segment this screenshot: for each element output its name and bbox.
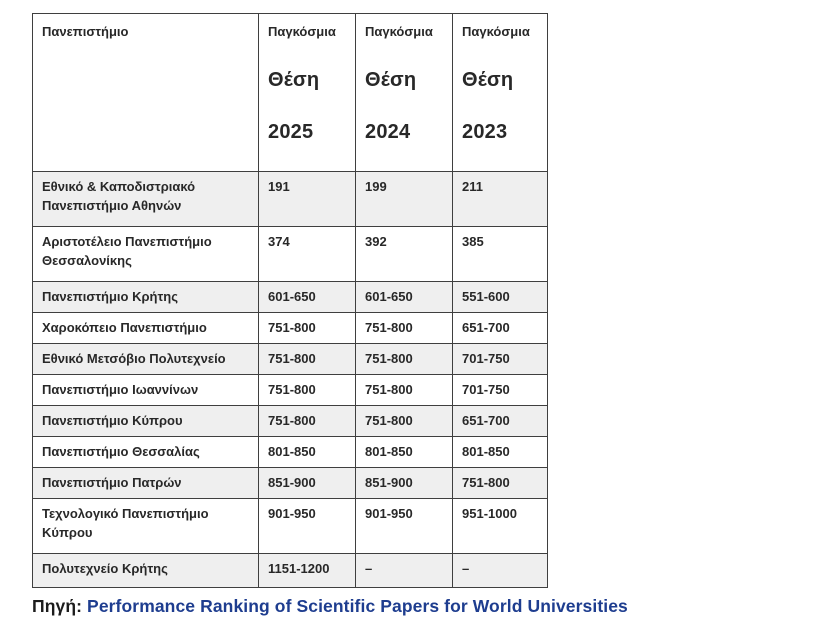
rank-cell-2023: 385 — [452, 226, 548, 282]
rank-cell-2025: 901-950 — [258, 498, 356, 554]
rank-cell-2024: – — [355, 553, 453, 588]
table-row: Πολυτεχνείο Κρήτης 1151-1200 – – — [32, 553, 548, 588]
rank-cell-2023: – — [452, 553, 548, 588]
rank-cell-2024: 601-650 — [355, 281, 453, 313]
rank-cell-2023: 701-750 — [452, 374, 548, 406]
col-header-university-label: Πανεπιστήμιο — [42, 24, 129, 39]
rank-cell-2023: 801-850 — [452, 436, 548, 468]
table-row: Χαροκόπειο Πανεπιστήμιο 751-800 751-800 … — [32, 312, 548, 344]
rank-cell-2024: 751-800 — [355, 405, 453, 437]
source-caption: Πηγή: Performance Ranking of Scientific … — [32, 596, 628, 617]
table-row: Πανεπιστήμιο Θεσσαλίας 801-850 801-850 8… — [32, 436, 548, 468]
table-row: Πανεπιστήμιο Ιωαννίνων 751-800 751-800 7… — [32, 374, 548, 406]
rank-cell-2023: 701-750 — [452, 343, 548, 375]
rank-cell-2023: 651-700 — [452, 405, 548, 437]
rank-cell-2025: 851-900 — [258, 467, 356, 499]
table-row: Εθνικό & Καποδιστριακό Πανεπιστήμιο Αθην… — [32, 171, 548, 227]
rank-cell-2023: 951-1000 — [452, 498, 548, 554]
col-header-university: Πανεπιστήμιο — [32, 13, 259, 172]
rank-cell-2024: 392 — [355, 226, 453, 282]
university-cell: Πανεπιστήμιο Πατρών — [32, 467, 259, 499]
rank-cell-2025: 751-800 — [258, 374, 356, 406]
table-row: Εθνικό Μετσόβιο Πολυτεχνείο 751-800 751-… — [32, 343, 548, 375]
rank-cell-2023: 651-700 — [452, 312, 548, 344]
rank-cell-2023: 751-800 — [452, 467, 548, 499]
university-cell: Εθνικό & Καποδιστριακό Πανεπιστήμιο Αθην… — [32, 171, 259, 227]
col-header-2025: Παγκόσμια Θέση 2025 — [258, 13, 356, 172]
table-row: Πανεπιστήμιο Κύπρου 751-800 751-800 651-… — [32, 405, 548, 437]
university-cell: Πανεπιστήμιο Ιωαννίνων — [32, 374, 259, 406]
university-cell: Πανεπιστήμιο Κρήτης — [32, 281, 259, 313]
col-header-2024: Παγκόσμια Θέση 2024 — [355, 13, 453, 172]
header-row: Πανεπιστήμιο Παγκόσμια Θέση 2025 Παγκόσμ… — [32, 13, 548, 172]
table-row: Αριστοτέλειο Πανεπιστήμιο Θεσσαλονίκης 3… — [32, 226, 548, 282]
rank-cell-2024: 901-950 — [355, 498, 453, 554]
university-cell: Πανεπιστήμιο Θεσσαλίας — [32, 436, 259, 468]
rank-cell-2025: 374 — [258, 226, 356, 282]
table-row: Πανεπιστήμιο Κρήτης 601-650 601-650 551-… — [32, 281, 548, 313]
col-header-2023: Παγκόσμια Θέση 2023 — [452, 13, 548, 172]
university-cell: Πολυτεχνείο Κρήτης — [32, 553, 259, 588]
rank-cell-2024: 751-800 — [355, 312, 453, 344]
rank-cell-2025: 601-650 — [258, 281, 356, 313]
rank-cell-2024: 199 — [355, 171, 453, 227]
rank-cell-2024: 751-800 — [355, 343, 453, 375]
rank-cell-2025: 1151-1200 — [258, 553, 356, 588]
rank-cell-2024: 801-850 — [355, 436, 453, 468]
university-cell: Τεχνολογικό Πανεπιστήμιο Κύπρου — [32, 498, 259, 554]
rank-cell-2025: 751-800 — [258, 405, 356, 437]
university-ranking-table: Πανεπιστήμιο Παγκόσμια Θέση 2025 Παγκόσμ… — [32, 13, 548, 588]
table-row: Πανεπιστήμιο Πατρών 851-900 851-900 751-… — [32, 467, 548, 499]
rank-cell-2024: 851-900 — [355, 467, 453, 499]
rank-cell-2025: 191 — [258, 171, 356, 227]
university-cell: Εθνικό Μετσόβιο Πολυτεχνείο — [32, 343, 259, 375]
university-cell: Χαροκόπειο Πανεπιστήμιο — [32, 312, 259, 344]
rank-cell-2023: 211 — [452, 171, 548, 227]
university-cell: Αριστοτέλειο Πανεπιστήμιο Θεσσαλονίκης — [32, 226, 259, 282]
rank-cell-2025: 751-800 — [258, 312, 356, 344]
rank-cell-2023: 551-600 — [452, 281, 548, 313]
rank-cell-2024: 751-800 — [355, 374, 453, 406]
university-cell: Πανεπιστήμιο Κύπρου — [32, 405, 259, 437]
rank-cell-2025: 751-800 — [258, 343, 356, 375]
table-row: Τεχνολογικό Πανεπιστήμιο Κύπρου 901-950 … — [32, 498, 548, 554]
rank-cell-2025: 801-850 — [258, 436, 356, 468]
source-link[interactable]: Performance Ranking of Scientific Papers… — [87, 596, 628, 616]
source-label: Πηγή: — [32, 596, 83, 616]
